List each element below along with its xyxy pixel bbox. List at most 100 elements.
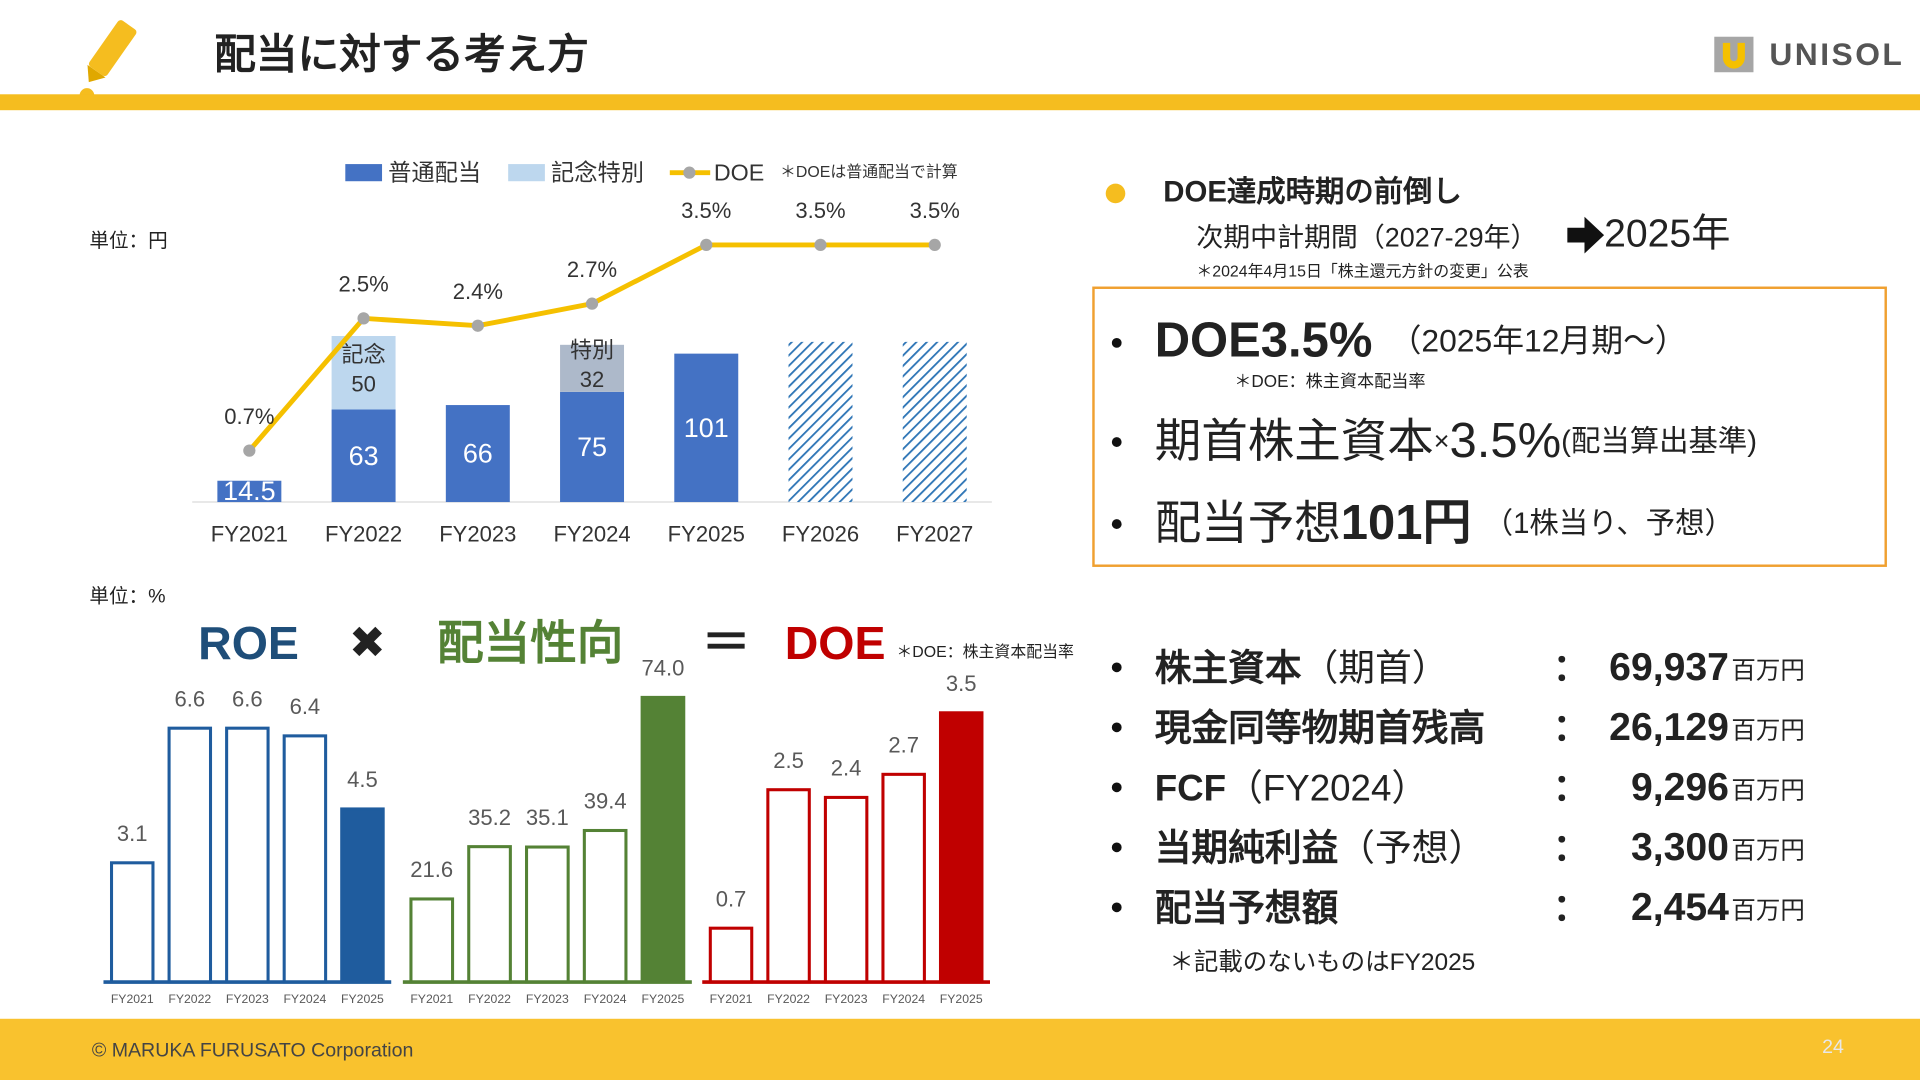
x-tick-label: FY2021 — [211, 521, 288, 546]
data-label: 6.6 — [232, 686, 263, 711]
bullet — [1111, 722, 1122, 733]
data-label: 3.1 — [117, 821, 148, 846]
x-tick-label: FY2021 — [410, 992, 453, 1006]
bar — [409, 897, 455, 984]
chart-title: 配当性向 — [437, 617, 623, 669]
metric-unit: 百万円 — [1731, 838, 1804, 865]
bar — [823, 795, 869, 984]
metric-label: 株主資本（期首） — [1155, 647, 1449, 688]
x-tick-label: FY2023 — [526, 992, 569, 1006]
bar — [938, 711, 984, 984]
copyright: © MARUKA FURUSATO Corporation — [92, 1040, 414, 1062]
metric-separator: ： — [1553, 887, 1590, 928]
line-marker — [700, 238, 713, 252]
x-tick-label: FY2021 — [111, 992, 154, 1006]
segment-label: 特別 — [570, 337, 614, 362]
policy-note: ＊2024年4月15日「株主還元方針の変更」公表 — [1196, 262, 1528, 280]
bar — [708, 926, 754, 984]
bar — [582, 828, 628, 984]
unit-label: 単位：円 — [89, 230, 167, 252]
slide-title: 配当に対する考え方 — [214, 30, 589, 77]
data-label: 2.5% — [338, 272, 388, 297]
metric-name: 現金同等物期首残高 — [1155, 707, 1485, 748]
unit-label: 単位：% — [89, 585, 165, 607]
bar — [217, 480, 282, 503]
policy-to: 2025年 — [1604, 212, 1730, 255]
chart-note: ＊DOE：株主資本配当率 — [896, 643, 1074, 661]
highlight-box — [1092, 286, 1887, 567]
header-band — [0, 94, 1920, 111]
data-label: 66 — [463, 439, 493, 469]
line-marker — [471, 319, 484, 332]
highlight: 配当予想101円 （1株当り、予想） — [1155, 496, 1734, 550]
line-marker — [585, 297, 599, 310]
highlight-detail: （2025年12月期～） — [1390, 322, 1687, 358]
legend-label: 普通配当 — [388, 160, 481, 186]
bullet — [1111, 519, 1122, 529]
metric-value: 3,300 — [1631, 826, 1729, 869]
bullet — [1111, 782, 1122, 793]
data-label: 35.1 — [526, 805, 569, 830]
footer-band — [0, 1018, 1920, 1080]
line-marker — [243, 444, 256, 457]
x-tick-label: FY2022 — [767, 992, 810, 1006]
data-label: 0.7 — [716, 886, 747, 911]
formula-equals: ＝ — [702, 616, 751, 670]
legend-marker — [683, 166, 696, 179]
metric-separator: ： — [1553, 647, 1590, 688]
metric-value: 2,454 — [1631, 886, 1729, 929]
metric-value: 26,129 — [1609, 706, 1729, 749]
bar — [902, 341, 967, 503]
data-label: 32 — [580, 367, 605, 392]
bar — [109, 861, 155, 984]
highlight-detail: （1株当り、予想） — [1484, 506, 1734, 539]
bar — [445, 405, 510, 503]
data-label: 21.6 — [410, 857, 453, 882]
arrow — [1567, 216, 1605, 254]
data-label: 3.5% — [910, 198, 960, 223]
chart-title: ROE — [198, 617, 299, 669]
legend-label: DOE — [714, 160, 764, 186]
metric-name: 株主資本 — [1155, 647, 1302, 688]
logo-text: UNISOL — [1769, 36, 1904, 72]
x-tick-label: FY2022 — [468, 992, 511, 1006]
bullet — [1111, 437, 1122, 447]
data-label: 6.6 — [174, 686, 205, 711]
line-marker — [357, 312, 370, 325]
data-label: 39.4 — [584, 789, 627, 814]
bar — [525, 845, 570, 984]
highlight: DOE3.5% （2025年12月期～） — [1155, 313, 1687, 367]
x-tick-label: FY2024 — [283, 992, 326, 1006]
data-label: 74.0 — [641, 656, 684, 681]
policy-heading: DOE達成時期の前倒し — [1163, 176, 1462, 209]
metric-qualifier: （期首） — [1302, 647, 1449, 688]
x-tick-label: FY2026 — [782, 521, 859, 546]
data-label: 35.2 — [468, 805, 511, 830]
bullet — [1111, 902, 1122, 913]
highlight-main: DOE3.5% — [1155, 313, 1373, 367]
data-label: 4.5 — [347, 767, 378, 792]
bar — [331, 336, 396, 410]
formula-times: ✖ — [349, 618, 386, 667]
line-marker — [928, 238, 941, 252]
metric-value: 9,296 — [1631, 766, 1729, 809]
x-tick-label: FY2022 — [325, 521, 402, 546]
charts: 14.5 63 66 75 101 記念 50 特別 32 0.7% 2.5% 2.4% 2.7% 3.5… — [103, 160, 992, 1006]
bar — [560, 344, 625, 392]
line-marker — [814, 238, 827, 252]
metric-label: 配当予想額 — [1155, 887, 1339, 928]
metric-name: FCF — [1155, 767, 1226, 808]
data-label: 14.5 — [223, 476, 275, 506]
metric-label: 当期純利益（予想） — [1155, 827, 1486, 868]
metric-qualifier: （FY2024） — [1226, 767, 1428, 808]
x-tick-label: FY2025 — [668, 521, 745, 546]
data-label: 3.5% — [795, 198, 845, 223]
legend-note: ＊DOEは普通配当で計算 — [780, 162, 958, 181]
bullet — [1111, 337, 1122, 348]
bullet — [1111, 842, 1122, 853]
bullet — [1111, 662, 1122, 673]
bar — [467, 845, 512, 984]
data-label: 2.7% — [567, 257, 617, 282]
